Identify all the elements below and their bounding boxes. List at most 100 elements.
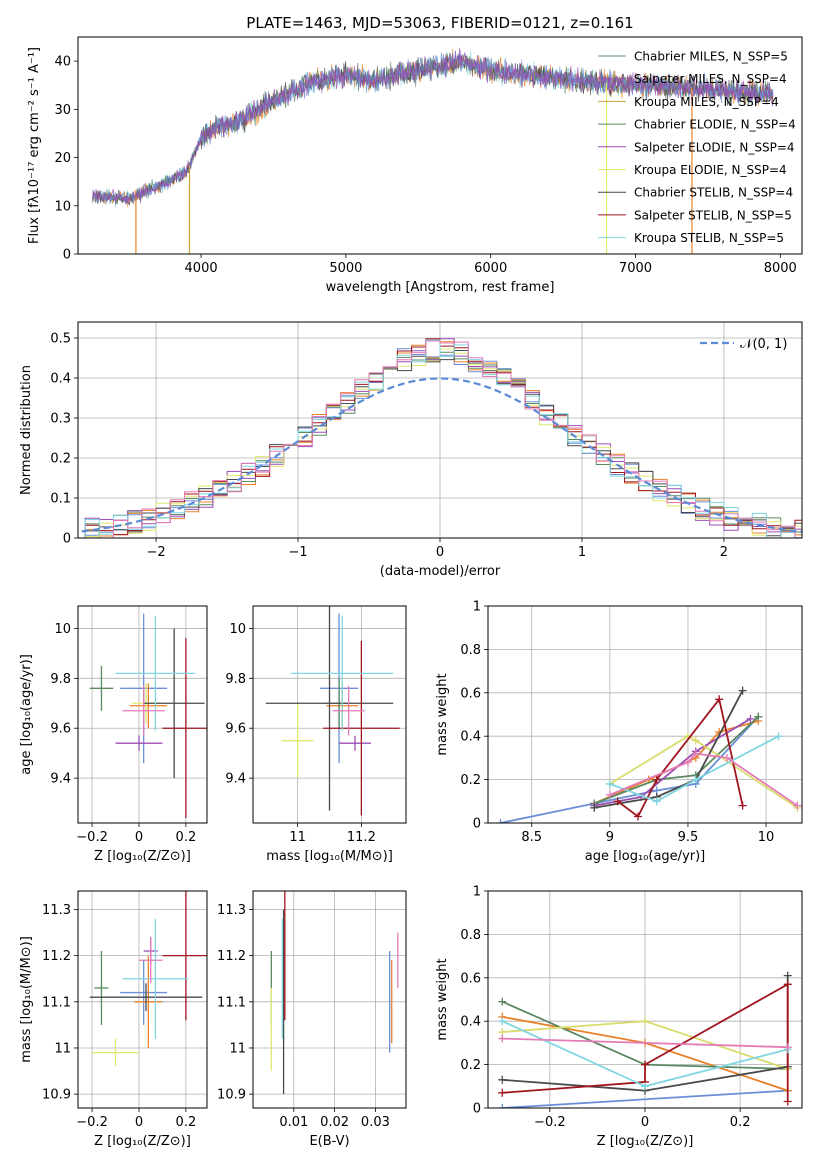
series-marker [605,779,614,788]
series-marker [641,1060,649,1069]
legend-label: Salpeter ELODIE, N_SSP=4 [634,140,795,154]
series-marker [746,714,755,723]
legend-label: Kroupa ELODIE, N_SSP=4 [634,163,787,177]
x-tick-label: −0.2 [534,1115,566,1130]
x-tick-label: 0.2 [176,830,197,845]
spectrum-line [92,47,774,205]
y-tick-label: 0.4 [460,730,481,745]
series-marker [754,712,763,721]
series-line [609,735,780,803]
y-tick-label: 0.6 [460,971,481,986]
y-tick-label: 20 [54,151,71,166]
normal-curve [78,377,802,533]
series-marker [783,1097,792,1106]
y-tick-label: 11 [54,1041,71,1056]
x-tick-label: 9 [606,830,614,845]
panel-age_vs_Z: −0.2 0 0.2 9.4 9.6 9.8 10 Z [log₁₀(Z/Z⊙)] age [l… [19,605,208,864]
y-tick-label: 0.8 [460,643,481,658]
x-tick-label: −0.2 [76,1115,108,1130]
x-axis-label: Z [log₁₀(Z/Z⊙)] [94,1134,191,1149]
y-tick-label: 0.2 [460,773,481,788]
series-marker [691,736,700,745]
y-tick-label: 30 [54,103,71,118]
y-tick-label: 10.9 [217,1088,246,1103]
panel-residuals: −2 −1 0 1 2 0 0.1 0.2 0.3 0.4 0.5 (data-model)/erro… [19,321,803,579]
y-tick-label: 0.5 [50,332,71,347]
x-tick-label: −1 [288,545,307,560]
axes-frame [77,605,208,824]
y-tick-label: 0 [63,248,71,263]
y-tick-label: 1 [473,600,481,615]
series-marker [723,753,732,762]
x-tick-label: 1 [578,545,586,560]
y-axis-label: mass weight [435,673,450,755]
spectrum-line [92,50,774,205]
axes-frame [487,890,803,1109]
chart-title: PLATE=1463, MJD=53063, FIBERID=0121, z=0… [246,14,633,32]
y-tick-label: 0.4 [50,372,71,387]
series-marker [496,819,505,823]
plot-area [78,322,802,538]
legend-label: Salpeter STELIB, N_SSP=5 [634,208,792,222]
y-tick-label: 9.6 [225,722,246,737]
x-axis-label: wavelength [Angstrom, rest frame] [326,280,555,295]
axes-frame [252,890,407,1109]
x-tick-label: 0.2 [176,1115,197,1130]
y-tick-label: 0.3 [50,412,71,427]
y-tick-label: 11.2 [42,949,71,964]
y-tick-label: 0.1 [50,492,71,507]
panel-mass_vs_EBV: 0.01 0.02 0.03 10.9 11 11.1 11.2 11.3 E(B-V) [217,890,407,1149]
y-tick-label: 10 [229,622,246,637]
y-tick-label: 10 [54,199,71,214]
y-axis-label: mass weight [435,958,450,1040]
series-line [502,1089,788,1108]
series-marker [641,1017,649,1026]
legend-label: 𝒩(0, 1) [740,337,787,352]
x-tick-label: 6000 [474,261,507,276]
legend-label: Chabrier MILES, N_SSP=5 [634,50,788,64]
plot-area [92,47,774,254]
x-tick-label: 11 [289,830,306,845]
y-axis-label: Flux [fλ10⁻¹⁷ erg cm⁻² s⁻¹ A⁻¹] [27,47,42,244]
x-axis-label: (data-model)/error [380,564,501,579]
y-tick-label: 0.4 [460,1015,481,1030]
y-tick-label: 0.6 [460,686,481,701]
y-tick-label: 9.4 [225,772,246,787]
x-tick-label: 7000 [619,261,652,276]
y-tick-label: 0.8 [460,928,481,943]
x-tick-label: −0.2 [76,830,108,845]
x-tick-label: 8.5 [521,830,542,845]
series-marker [691,775,700,784]
series-marker [738,686,747,695]
legend-label: Chabrier STELIB, N_SSP=4 [634,186,793,200]
histogram-step [84,339,796,538]
x-tick-label: 10 [758,830,775,845]
x-tick-label: 0 [135,1115,143,1130]
series-marker [498,1034,507,1043]
x-tick-label: 8000 [764,261,797,276]
y-tick-label: 10.9 [42,1088,71,1103]
series-marker [498,997,507,1006]
series-marker [715,695,724,704]
series-marker [783,971,792,980]
y-axis-label: age [log₁₀(age/yr)] [19,654,34,775]
x-axis-label: Z [log₁₀(Z/Z⊙)] [597,1134,694,1149]
panel-massweight_vs_age: 8.5 9 9.5 10 0 0.2 0.4 0.6 0.8 1 age [log₁₀(age/yr… [435,600,803,864]
x-tick-label: 0.01 [279,1115,308,1130]
series-marker [691,749,700,758]
series-line [594,690,744,809]
panel-age_vs_mass: 11 11.2 9.4 9.6 9.8 10 mass [log₁₀(M/M⊙)] [225,605,407,864]
series-marker [783,980,792,989]
y-axis-label: mass [log₁₀(M/M⊙)] [19,936,34,1063]
y-tick-label: 1 [473,885,481,900]
series-line [502,1037,788,1049]
series-marker [641,1082,649,1091]
plot-area [488,606,802,823]
series-marker [633,812,642,821]
axes-frame [77,890,208,1109]
y-tick-label: 11.3 [217,903,246,918]
panel-spectrum: 4000 5000 6000 7000 8000 0 10 20 30 40 wavelength … [27,14,803,295]
y-tick-label: 40 [54,55,71,70]
x-axis-label: E(B-V) [309,1134,349,1149]
